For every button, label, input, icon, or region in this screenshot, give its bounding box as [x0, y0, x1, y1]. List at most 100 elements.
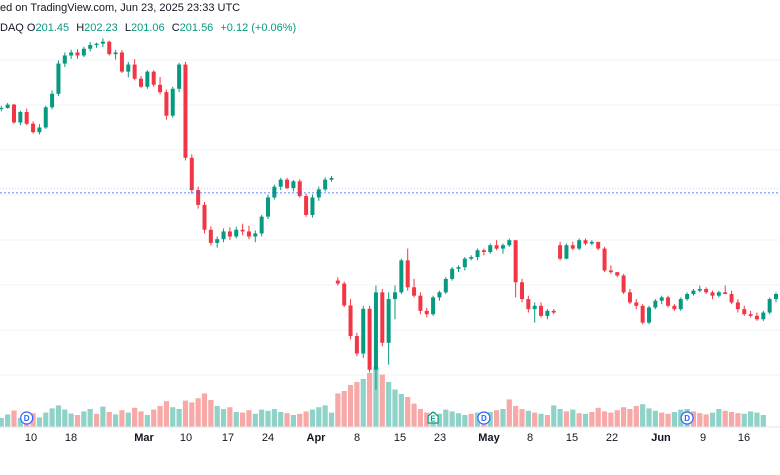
candle-body — [748, 314, 753, 316]
candle-body — [208, 229, 213, 243]
candle-body — [43, 107, 48, 128]
candle-body — [450, 268, 455, 279]
candle-body — [399, 260, 404, 293]
candle-body — [259, 216, 264, 234]
candle-body — [297, 181, 302, 197]
candle-body — [500, 245, 505, 249]
volume-bar — [87, 409, 93, 427]
x-tick-label: 8 — [527, 432, 533, 444]
candle-body — [107, 41, 112, 55]
volume-bar — [449, 411, 455, 427]
volume-bar — [411, 403, 417, 427]
candle-body — [18, 112, 23, 123]
volume-bar — [170, 407, 176, 427]
candle-body — [774, 294, 778, 300]
volume-bar — [157, 406, 163, 427]
volume-bar — [722, 410, 728, 427]
event-marker[interactable]: E — [427, 411, 439, 424]
volume-bar — [494, 410, 500, 427]
close-key: C — [171, 22, 180, 34]
candles — [0, 38, 778, 390]
published-text: ed on TradingView.com, Jun 23, 2025 23:3… — [0, 2, 241, 14]
candle-body — [310, 197, 315, 215]
candle-body — [367, 308, 372, 370]
candle-body — [151, 71, 156, 85]
candle-body — [177, 64, 182, 89]
candle-body — [189, 157, 194, 191]
volume-bar — [106, 412, 112, 427]
volume-bar — [144, 415, 150, 427]
candle-body — [716, 292, 721, 296]
candle-body — [583, 240, 588, 244]
volume-bar — [360, 379, 366, 427]
candle-body — [532, 305, 537, 310]
volume-bar — [265, 410, 271, 427]
candle-body — [380, 292, 385, 343]
candle-body — [221, 231, 226, 240]
candle-body — [246, 231, 251, 237]
volume-bar — [665, 413, 671, 427]
candle-body — [196, 190, 201, 205]
candle-body — [659, 297, 664, 301]
volume-bar — [30, 413, 36, 427]
x-tick-label: 15 — [566, 432, 578, 444]
exchange-label: DAQ — [0, 22, 24, 34]
volume-bar — [347, 385, 354, 427]
volume-bar — [208, 400, 214, 427]
candle-body — [647, 307, 651, 323]
candle-body — [393, 292, 397, 300]
volume-bar — [182, 400, 189, 427]
volume-bar — [728, 412, 735, 427]
candle-body — [183, 64, 188, 158]
volume-bar — [176, 409, 182, 427]
event-marker[interactable]: D — [20, 411, 34, 425]
volume-bar — [392, 389, 398, 427]
volume-bar — [703, 414, 709, 427]
volume-bar — [341, 391, 347, 427]
volume-bar — [189, 402, 195, 427]
candle-body — [742, 309, 747, 315]
event-marker[interactable]: D — [680, 411, 694, 425]
volume-bar — [532, 412, 538, 427]
volume-bar — [74, 415, 81, 427]
candle-body — [24, 112, 29, 124]
volume-bar — [367, 373, 373, 427]
candle-body — [100, 41, 105, 44]
change-value: +0.12 (+0.06%) — [220, 22, 297, 34]
volume-bar — [125, 412, 131, 427]
volume-bar — [132, 407, 138, 427]
low-value: 201.06 — [130, 22, 165, 34]
candle-body — [462, 258, 467, 268]
candle-body — [520, 282, 524, 300]
volume-bar — [379, 374, 385, 427]
candle-body — [431, 297, 436, 315]
x-tick-label: Mar — [134, 432, 154, 444]
candle-body — [564, 245, 569, 259]
candle-body — [653, 300, 658, 308]
volume-bar — [43, 412, 49, 427]
candle-body — [488, 245, 493, 252]
candle-body — [412, 287, 417, 296]
volume-bar — [614, 410, 620, 427]
volume-bar — [17, 418, 23, 427]
volume-bar — [519, 409, 525, 427]
close-value: 201.56 — [179, 22, 214, 34]
event-marker[interactable]: D — [477, 411, 491, 425]
volume-bar — [119, 410, 125, 427]
candle-body — [132, 64, 137, 79]
candle-body — [678, 299, 683, 310]
volume-bar — [525, 410, 531, 427]
candle-body — [596, 241, 601, 249]
candle-body — [119, 52, 124, 72]
x-tick-label: Apr — [307, 432, 327, 444]
candle-body — [723, 292, 728, 295]
volume-bar — [55, 405, 62, 427]
x-tick-label: May — [478, 432, 500, 444]
volume-bar — [93, 413, 100, 427]
volume-bar — [113, 414, 119, 427]
volume-bar — [506, 399, 512, 427]
candle-body — [291, 181, 296, 189]
